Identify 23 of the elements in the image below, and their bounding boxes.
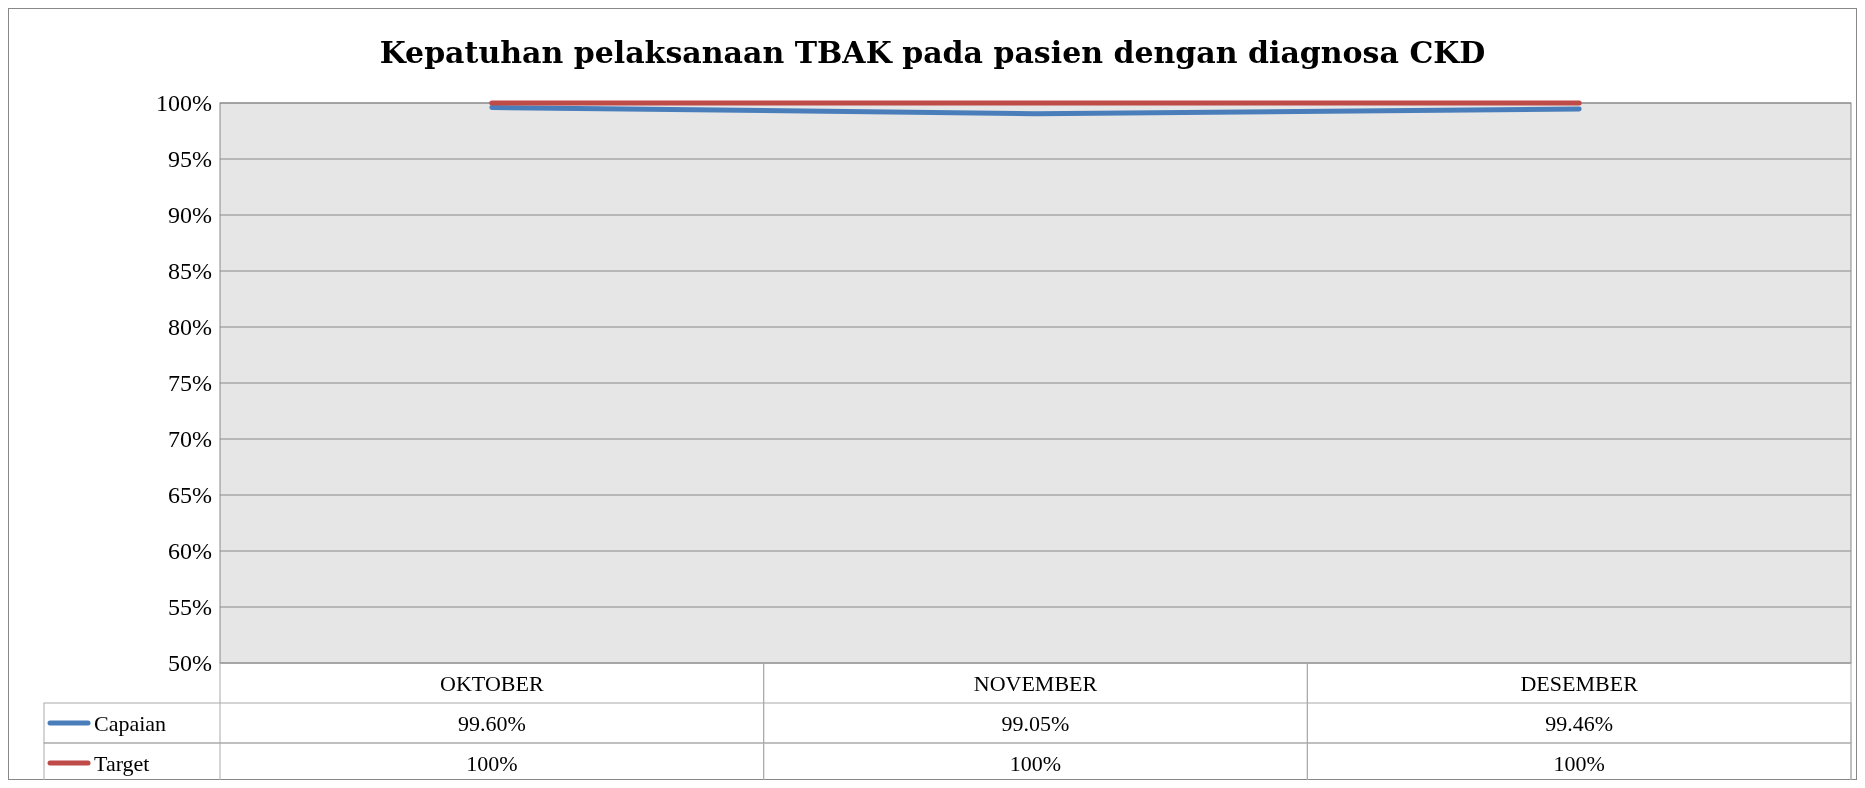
x-tick-label: NOVEMBER xyxy=(973,670,1098,696)
data-label: 99.46% xyxy=(1545,710,1614,736)
y-tick-label: 80% xyxy=(168,314,212,341)
data-label: 99.60% xyxy=(457,710,526,736)
data-label: 100% xyxy=(466,750,518,776)
y-tick-label: 65% xyxy=(168,482,212,509)
legend-label: Target xyxy=(94,750,150,776)
y-tick-label: 50% xyxy=(168,650,212,677)
x-tick-label: OKTOBER xyxy=(440,670,544,696)
y-tick-label: 90% xyxy=(168,202,212,229)
chart-title: Kepatuhan pelaksanaan TBAK pada pasien dengan diagnosa CKD xyxy=(379,35,1486,70)
x-tick-label: DESEMBER xyxy=(1520,670,1639,696)
y-tick-label: 70% xyxy=(168,426,212,453)
y-tick-label: 60% xyxy=(168,538,212,565)
y-tick-label: 55% xyxy=(168,594,212,621)
y-tick-label: 85% xyxy=(168,258,212,285)
y-tick-label: 75% xyxy=(168,370,212,397)
data-label: 100% xyxy=(1009,750,1062,776)
legend-label: Capaian xyxy=(94,710,167,736)
data-label: 100% xyxy=(1553,750,1605,776)
data-label: 99.05% xyxy=(1001,710,1070,736)
y-tick-label: 95% xyxy=(168,146,212,173)
y-tick-label: 100% xyxy=(156,90,212,117)
